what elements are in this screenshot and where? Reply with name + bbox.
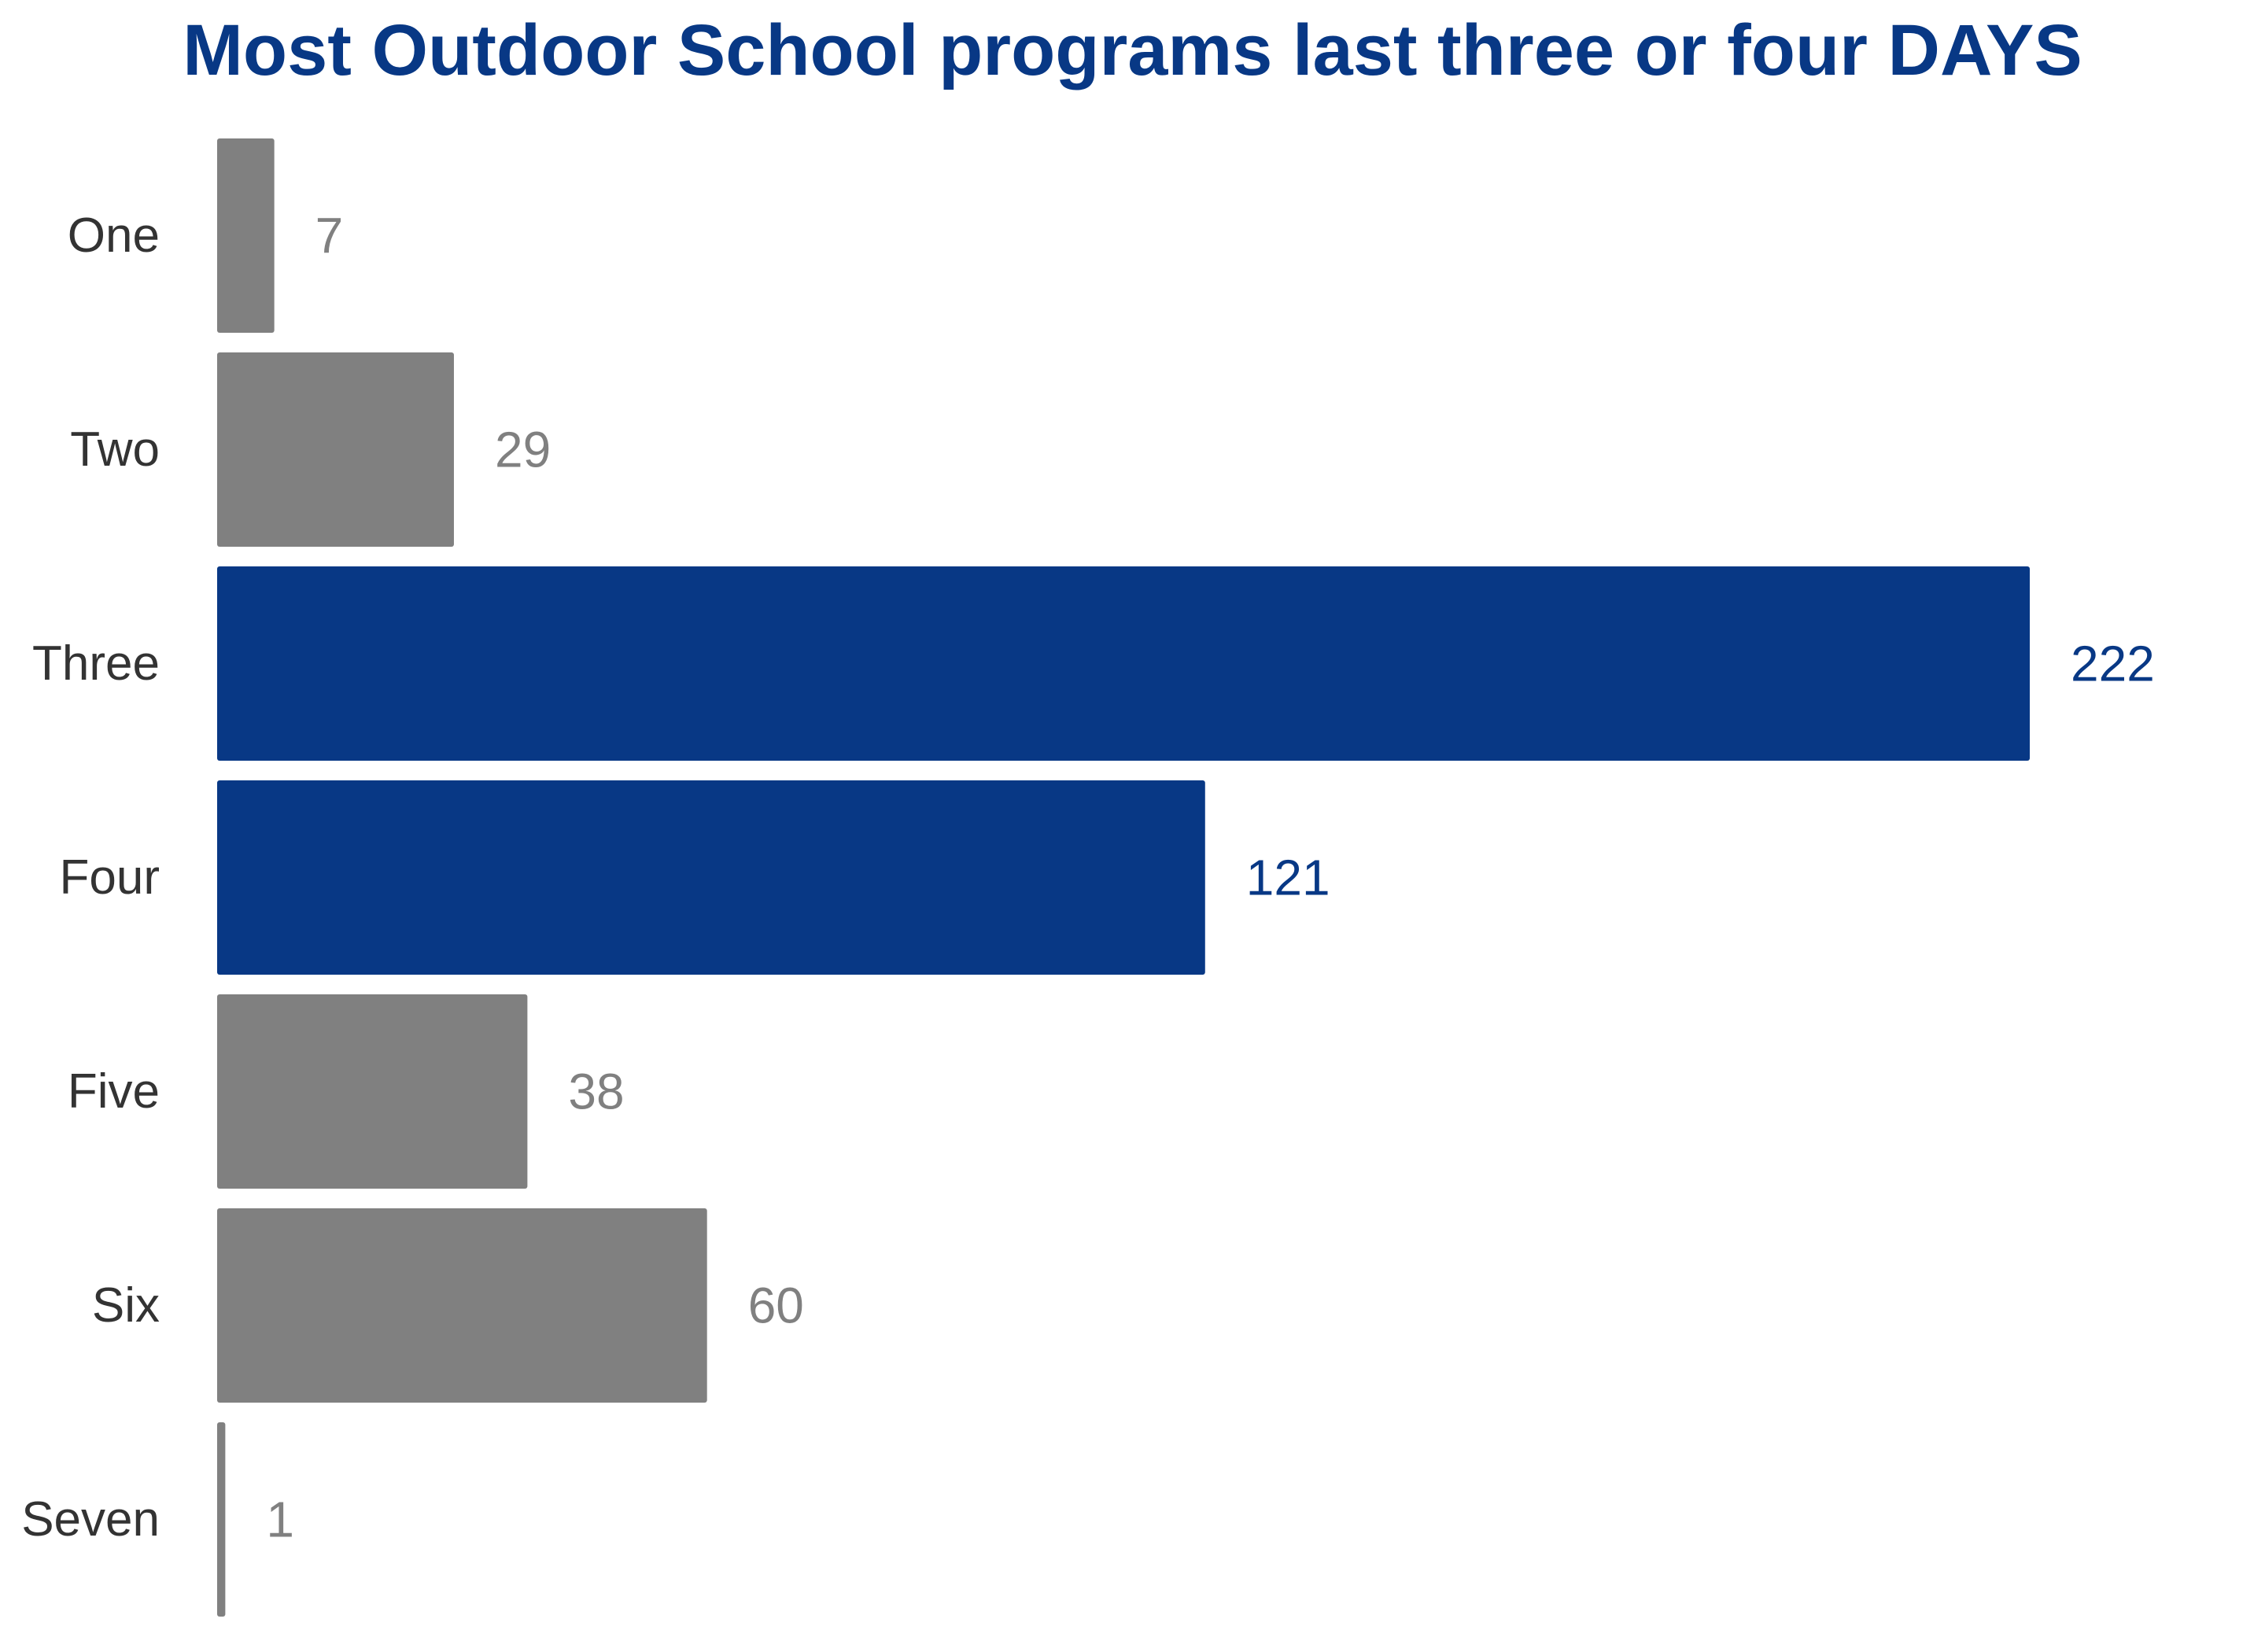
category-label-six: Six bbox=[92, 1278, 160, 1333]
bar-seven bbox=[217, 1422, 226, 1617]
value-label-one: 7 bbox=[315, 208, 344, 264]
bar-two bbox=[217, 352, 454, 547]
value-label-four: 121 bbox=[1246, 850, 1330, 906]
value-label-five: 38 bbox=[568, 1064, 624, 1120]
value-label-six: 60 bbox=[748, 1278, 804, 1334]
bar-five bbox=[217, 994, 528, 1189]
bar-four bbox=[217, 780, 1205, 975]
chart-title: Most Outdoor School programs last three … bbox=[183, 10, 2082, 90]
bar-three bbox=[217, 566, 2030, 761]
category-label-two: Two bbox=[70, 422, 160, 477]
value-label-seven: 1 bbox=[266, 1492, 294, 1548]
value-label-three: 222 bbox=[2071, 636, 2155, 692]
value-label-two: 29 bbox=[495, 422, 551, 478]
bars-layer bbox=[217, 138, 2030, 1617]
bar-one bbox=[217, 138, 275, 333]
category-label-one: One bbox=[68, 208, 160, 263]
bar-six bbox=[217, 1208, 707, 1403]
labels-layer: One 7 Two 29 Three 222 Four 121 Five 38 Six 60 Seven… bbox=[21, 208, 2155, 1548]
category-label-five: Five bbox=[68, 1064, 160, 1119]
category-label-three: Three bbox=[32, 636, 160, 691]
category-label-seven: Seven bbox=[21, 1492, 160, 1547]
category-label-four: Four bbox=[60, 850, 160, 905]
